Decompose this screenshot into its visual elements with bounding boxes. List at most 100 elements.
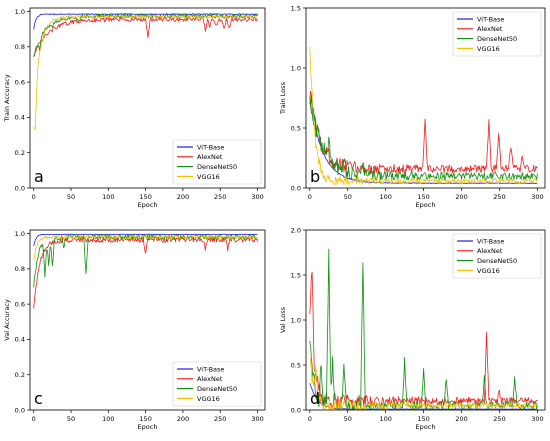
plot-frame <box>305 7 546 189</box>
legend-entry: AlexNet <box>197 375 223 383</box>
x-tick-label: 100 <box>102 193 114 201</box>
series-line-densenet50 <box>33 233 258 288</box>
x-tick-label: 200 <box>455 415 467 423</box>
legend-entry: DenseNet50 <box>477 35 517 43</box>
series-line-alexnet <box>309 90 538 175</box>
x-tick-label: 300 <box>531 193 543 201</box>
x-tick-label: 0 <box>32 415 36 423</box>
legend-entry: VGG16 <box>477 45 500 53</box>
legend-entry: VGG16 <box>477 267 500 275</box>
x-tick-label: 0 <box>32 193 36 201</box>
chart-panel-a: 0 50 100 150 200 250 300 0.0 0.2 0.4 0.6 0.8 1.0 Epoc… <box>3 7 266 209</box>
y-tick-label: 1.0 <box>291 316 301 324</box>
series-line-vit-base <box>33 233 258 247</box>
legend-entry: ViT-Base <box>197 143 224 151</box>
x-tick-label: 250 <box>493 193 505 201</box>
y-tick-label: 1.0 <box>15 8 25 16</box>
x-tick-label: 250 <box>493 415 505 423</box>
legend-entry: ViT-Base <box>477 237 504 245</box>
legend: ViT-Base AlexNet DenseNet50 VGG16 <box>172 139 262 185</box>
panel-label: b <box>310 167 320 186</box>
x-tick-label: 50 <box>67 415 75 423</box>
x-axis-label: Epoch <box>138 423 158 431</box>
y-tick-label: 0.6 <box>15 300 25 308</box>
y-tick-label: 2.0 <box>291 226 301 234</box>
y-tick-label: 0.2 <box>15 149 25 157</box>
series-line-densenet50 <box>33 13 258 57</box>
series-line-vgg16 <box>33 234 258 261</box>
panel-label: d <box>310 389 320 408</box>
x-tick-label: 150 <box>417 193 429 201</box>
x-axis-label: Epoch <box>138 201 158 209</box>
legend-box <box>452 11 542 57</box>
x-tick-label: 200 <box>455 193 467 201</box>
legend-entry: ViT-Base <box>197 365 224 373</box>
legend-entry: ViT-Base <box>477 15 504 23</box>
y-tick-label: 0.2 <box>15 371 25 379</box>
x-tick-label: 50 <box>67 193 75 201</box>
legend: ViT-Base AlexNet DenseNet50 VGG16 <box>452 11 542 57</box>
panel-label: c <box>34 389 43 408</box>
y-tick-label: 0.5 <box>291 361 301 369</box>
legend-box <box>172 139 262 185</box>
series-line-vgg16 <box>33 14 258 131</box>
chart-panel-c: 0 50 100 150 200 250 300 0.0 0.2 0.4 0.6 0.8 1.0 Epoc… <box>3 229 266 431</box>
chart-panel-d: 0 50 100 150 200 250 300 0.0 0.5 1.0 1.5 2.0 Epoch Va… <box>279 226 546 431</box>
y-tick-label: 0.8 <box>15 43 25 51</box>
x-tick-label: 150 <box>139 415 151 423</box>
series-line-vit-base <box>309 383 538 410</box>
x-tick-label: 100 <box>379 193 391 201</box>
x-tick-label: 150 <box>417 415 429 423</box>
legend-entry: AlexNet <box>477 25 503 33</box>
legend-box <box>172 361 262 407</box>
series-line-alexnet <box>33 236 258 309</box>
legend-entry: DenseNet50 <box>197 163 237 171</box>
series-line-vit-base <box>309 102 538 185</box>
legend-entry: AlexNet <box>477 247 503 255</box>
legend-entry: VGG16 <box>197 173 220 181</box>
y-tick-label: 1.0 <box>291 64 301 72</box>
x-tick-label: 250 <box>214 415 226 423</box>
x-tick-label: 150 <box>139 193 151 201</box>
y-tick-label: 1.5 <box>291 4 301 12</box>
x-tick-label: 100 <box>102 415 114 423</box>
y-tick-label: 0.0 <box>15 406 25 414</box>
y-tick-label: 1.5 <box>291 271 301 279</box>
plot-frame <box>29 229 266 411</box>
series-line-densenet50 <box>309 248 538 410</box>
x-tick-label: 0 <box>308 193 312 201</box>
y-tick-label: 0.0 <box>291 406 301 414</box>
chart-panel-b: 0 50 100 150 200 250 300 0.0 0.5 1.0 1.5 Epoch Train… <box>279 4 546 209</box>
y-tick-label: 0.5 <box>291 124 301 132</box>
y-tick-label: 0.6 <box>15 78 25 86</box>
series-line-vgg16 <box>309 46 538 186</box>
y-axis-label: Train Accuracy <box>3 74 11 122</box>
series-line-alexnet <box>309 271 538 409</box>
y-axis-label: Val Loss <box>279 306 287 333</box>
y-tick-label: 0.8 <box>15 265 25 273</box>
x-axis-label: Epoch <box>416 201 436 209</box>
x-tick-label: 200 <box>177 415 189 423</box>
x-tick-label: 100 <box>379 415 391 423</box>
y-axis-label: Val Accuracy <box>3 299 11 341</box>
y-axis-label: Train Loss <box>279 81 287 115</box>
x-tick-label: 50 <box>344 415 352 423</box>
legend-box <box>452 233 542 279</box>
legend: ViT-Base AlexNet DenseNet50 VGG16 <box>452 233 542 279</box>
series-line-vit-base <box>33 13 258 30</box>
panel-label: a <box>34 167 44 186</box>
series-line-densenet50 <box>309 94 538 182</box>
x-tick-label: 300 <box>251 415 263 423</box>
series-line-alexnet <box>33 16 258 57</box>
y-tick-label: 0.4 <box>15 336 25 344</box>
x-tick-label: 300 <box>251 193 263 201</box>
y-tick-label: 0.4 <box>15 114 25 122</box>
x-tick-label: 300 <box>531 415 543 423</box>
x-tick-label: 0 <box>308 415 312 423</box>
plot-frame <box>29 7 266 189</box>
legend: ViT-Base AlexNet DenseNet50 VGG16 <box>172 361 262 407</box>
y-tick-label: 0.0 <box>15 184 25 192</box>
legend-entry: DenseNet50 <box>197 385 237 393</box>
series-line-vgg16 <box>309 357 538 410</box>
